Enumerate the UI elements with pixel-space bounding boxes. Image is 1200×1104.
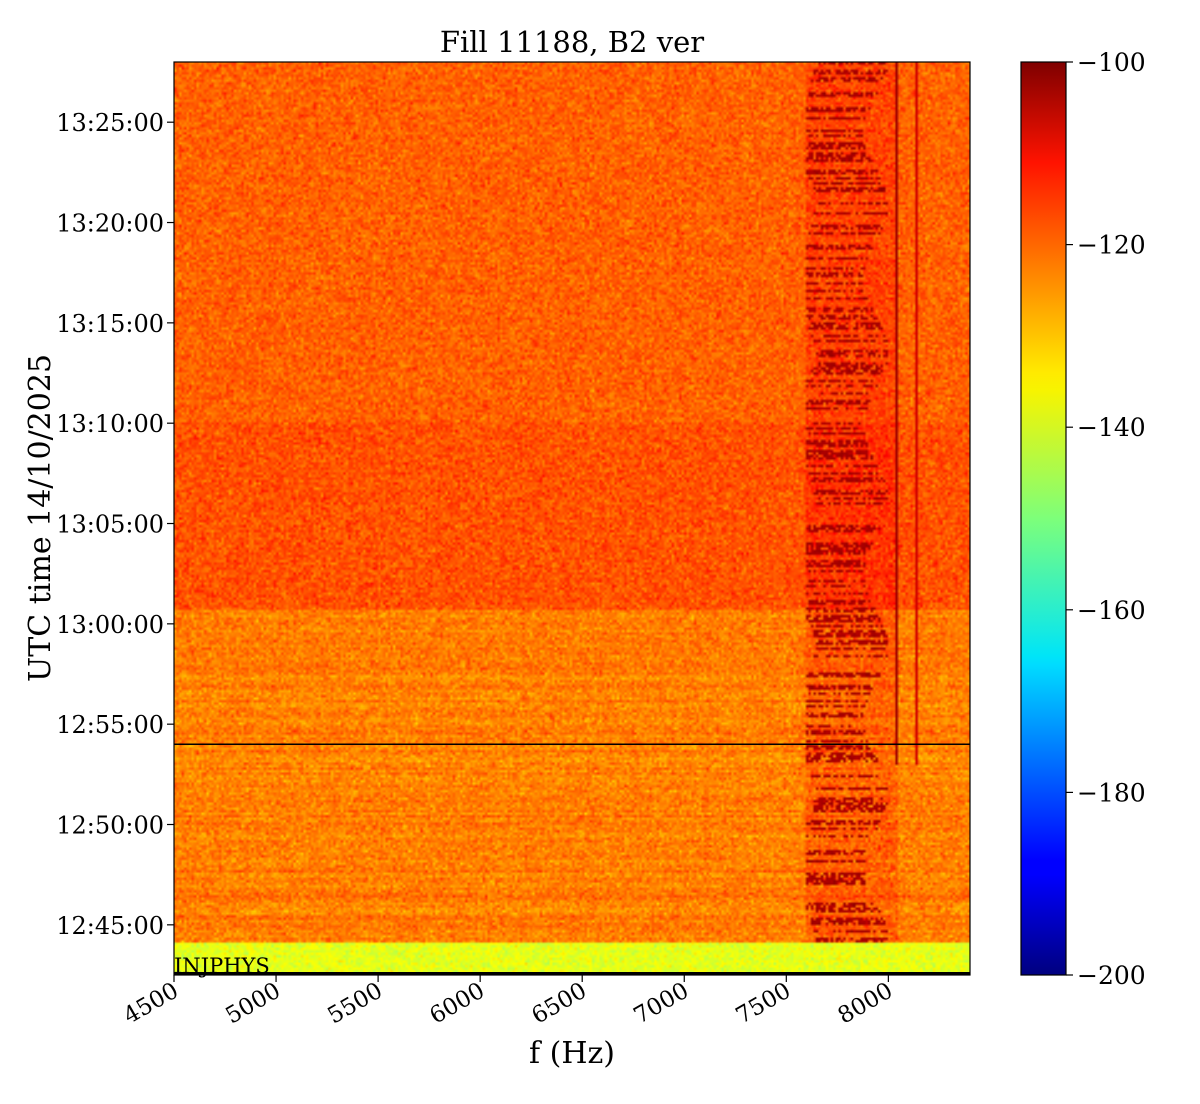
colorbar-tick-label: −160 <box>1077 596 1146 625</box>
colorbar-tick-label: −200 <box>1077 961 1146 990</box>
colorbar-tick-label: −140 <box>1077 413 1146 442</box>
x-axis-label: f (Hz) <box>529 1036 615 1071</box>
x-tick-label: 6000 <box>425 978 489 1030</box>
y-tick-label: 13:20:00 <box>56 210 164 238</box>
x-tick-label: 7000 <box>630 978 694 1030</box>
x-tick-label: 6500 <box>528 978 592 1030</box>
heatmap-raster <box>174 62 970 975</box>
x-tick-label: 8000 <box>834 978 898 1030</box>
colorbar-tick-label: −180 <box>1077 778 1146 807</box>
y-tick-label: 13:10:00 <box>56 410 164 438</box>
x-axis: 4500 5000 5500 6000 6500 7000 7500 8000 <box>119 975 897 1029</box>
y-axis: 12:45:00 12:50:00 12:55:00 13:00:00 13:05:00… <box>56 109 174 940</box>
colorbar-tick-label: −100 <box>1077 48 1146 77</box>
x-tick-label: 5500 <box>323 978 387 1030</box>
spectrogram-image <box>174 62 970 975</box>
y-axis-label: UTC time 14/10/2025 <box>23 354 58 682</box>
colorbar-axis: −100 −120 −140 −160 −180 −200 <box>1066 48 1146 990</box>
y-tick-label: 13:05:00 <box>56 511 164 539</box>
x-tick-label: 5000 <box>221 978 285 1030</box>
y-tick-label: 13:25:00 <box>56 109 164 137</box>
colorbar <box>1021 62 1066 975</box>
y-tick-label: 12:55:00 <box>56 711 164 739</box>
colorbar-tick-label: −120 <box>1077 231 1146 260</box>
colorbar-frame <box>1020 61 1067 976</box>
x-tick-label: 4500 <box>119 978 183 1030</box>
injphys-annotation: INJPHYS <box>174 954 270 978</box>
y-tick-label: 13:15:00 <box>56 310 164 338</box>
plot-frame <box>173 61 971 976</box>
y-tick-label: 13:00:00 <box>56 611 164 639</box>
chart-title: Fill 11188, B2 ver <box>440 25 704 59</box>
y-tick-label: 12:50:00 <box>56 812 164 840</box>
x-tick-label: 7500 <box>732 978 796 1030</box>
y-tick-label: 12:45:00 <box>56 912 164 940</box>
